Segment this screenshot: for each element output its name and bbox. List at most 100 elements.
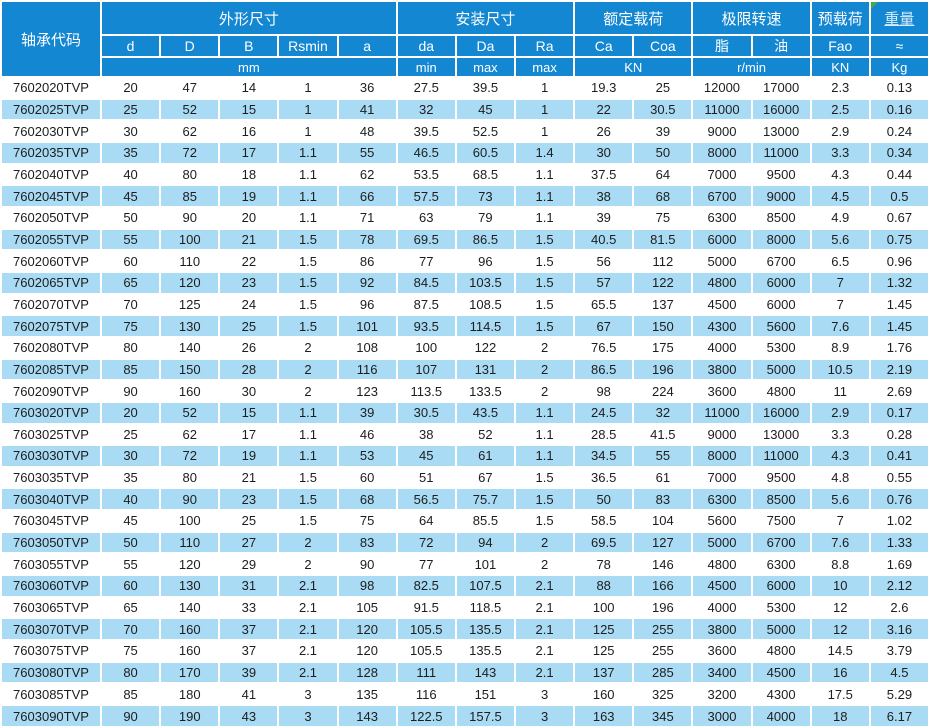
value-cell: 3 <box>515 684 574 705</box>
table-row: 7602025TVP 25 52 15 1 41 32 45 1 22 30.5 11000 16000… <box>2 99 928 120</box>
value-cell: 157.5 <box>456 706 514 726</box>
value-cell: 50 <box>102 532 160 553</box>
value-cell: 68 <box>338 489 396 510</box>
value-cell: 52 <box>161 99 219 120</box>
value-cell: 125 <box>575 619 633 640</box>
table-row: 7602035TVP 35 72 17 1.1 55 46.5 60.5 1.4 30 50 8000… <box>2 142 928 163</box>
value-cell: 0.41 <box>870 446 928 466</box>
value-cell: 2.9 <box>811 121 869 141</box>
weight-link[interactable]: 重量 <box>884 10 915 28</box>
value-cell: 120 <box>338 641 396 661</box>
value-cell: 2.5 <box>811 99 869 120</box>
value-cell: 58.5 <box>575 511 633 531</box>
value-cell: 47 <box>161 78 219 98</box>
value-cell: 13000 <box>752 121 810 141</box>
value-cell: 0.13 <box>870 78 928 98</box>
col-approx: ≈ <box>870 36 928 56</box>
value-cell: 26 <box>220 337 278 358</box>
value-cell: 45 <box>456 99 514 120</box>
value-cell: 73 <box>456 186 514 206</box>
value-cell: 105.5 <box>397 619 455 640</box>
value-cell: 65 <box>102 272 160 293</box>
value-cell: 2 <box>515 337 574 358</box>
value-cell: 4500 <box>693 294 751 315</box>
value-cell: 1.4 <box>515 142 574 163</box>
value-cell: 125 <box>161 294 219 315</box>
value-cell: 146 <box>634 554 692 575</box>
value-cell: 151 <box>456 684 514 705</box>
value-cell: 5300 <box>752 337 810 358</box>
value-cell: 22 <box>220 251 278 271</box>
value-cell: 0.28 <box>870 424 928 445</box>
value-cell: 55 <box>102 229 160 250</box>
value-cell: 163 <box>575 706 633 726</box>
bearing-code-cell: 7603050TVP <box>2 532 100 553</box>
value-cell: 2.6 <box>870 597 928 618</box>
value-cell: 28.5 <box>575 424 633 445</box>
value-cell: 0.55 <box>870 467 928 488</box>
value-cell: 135.5 <box>456 619 514 640</box>
value-cell: 77 <box>397 251 455 271</box>
value-cell: 25 <box>102 99 160 120</box>
value-cell: 2.1 <box>515 576 574 596</box>
table-row: 7603085TVP 85 180 41 3 135 116 151 3 160 325 3200 43… <box>2 684 928 705</box>
value-cell: 22 <box>575 99 633 120</box>
value-cell: 143 <box>456 662 514 683</box>
value-cell: 53 <box>338 446 396 466</box>
value-cell: 96 <box>456 251 514 271</box>
value-cell: 0.34 <box>870 142 928 163</box>
value-cell: 16000 <box>752 99 810 120</box>
value-cell: 20 <box>220 207 278 228</box>
value-cell: 0.44 <box>870 164 928 185</box>
value-cell: 4000 <box>752 706 810 726</box>
value-cell: 135 <box>338 684 396 705</box>
table-row: 7603060TVP 60 130 31 2.1 98 82.5 107.5 2.1 88 166 4… <box>2 576 928 596</box>
value-cell: 224 <box>634 381 692 401</box>
col-Ca: Ca <box>575 36 633 56</box>
value-cell: 37 <box>220 641 278 661</box>
value-cell: 17.5 <box>811 684 869 705</box>
value-cell: 11000 <box>693 99 751 120</box>
value-cell: 1.1 <box>515 207 574 228</box>
value-cell: 8000 <box>693 446 751 466</box>
value-cell: 67 <box>575 316 633 336</box>
value-cell: 1.5 <box>515 251 574 271</box>
value-cell: 2 <box>279 337 337 358</box>
header-columns-row: d D B Rsmin a da Da Ra Ca Coa 脂 油 Fao ≈ <box>2 36 928 56</box>
value-cell: 6000 <box>752 576 810 596</box>
value-cell: 1.5 <box>279 229 337 250</box>
value-cell: 12 <box>811 597 869 618</box>
value-cell: 1.5 <box>515 294 574 315</box>
value-cell: 71 <box>338 207 396 228</box>
value-cell: 6000 <box>752 294 810 315</box>
value-cell: 2.1 <box>279 641 337 661</box>
value-cell: 75 <box>102 641 160 661</box>
group-preload: 预载荷 <box>811 2 869 34</box>
value-cell: 8.8 <box>811 554 869 575</box>
value-cell: 39 <box>220 662 278 683</box>
value-cell: 30 <box>220 381 278 401</box>
value-cell: 107.5 <box>456 576 514 596</box>
value-cell: 111 <box>397 662 455 683</box>
value-cell: 2 <box>515 554 574 575</box>
value-cell: 62 <box>161 424 219 445</box>
value-cell: 6.17 <box>870 706 928 726</box>
table-row: 7603055TVP 55 120 29 2 90 77 101 2 78 146 4800 6300 8… <box>2 554 928 575</box>
value-cell: 125 <box>575 641 633 661</box>
value-cell: 35 <box>102 467 160 488</box>
value-cell: 130 <box>161 576 219 596</box>
value-cell: 79 <box>456 207 514 228</box>
value-cell: 4800 <box>693 554 751 575</box>
value-cell: 28 <box>220 359 278 380</box>
value-cell: 67 <box>456 467 514 488</box>
bearing-code-cell: 7603060TVP <box>2 576 100 596</box>
value-cell: 5.6 <box>811 229 869 250</box>
value-cell: 7 <box>811 294 869 315</box>
value-cell: 27 <box>220 532 278 553</box>
table-row: 7602055TVP 55 100 21 1.5 78 69.5 86.5 1.5 40.5 81.… <box>2 229 928 250</box>
value-cell: 160 <box>161 619 219 640</box>
value-cell: 66 <box>338 186 396 206</box>
value-cell: 6300 <box>693 489 751 510</box>
header-units-row: mm min max max KN r/min KN Kg <box>2 58 928 76</box>
unit-kn-load: KN <box>575 58 692 76</box>
